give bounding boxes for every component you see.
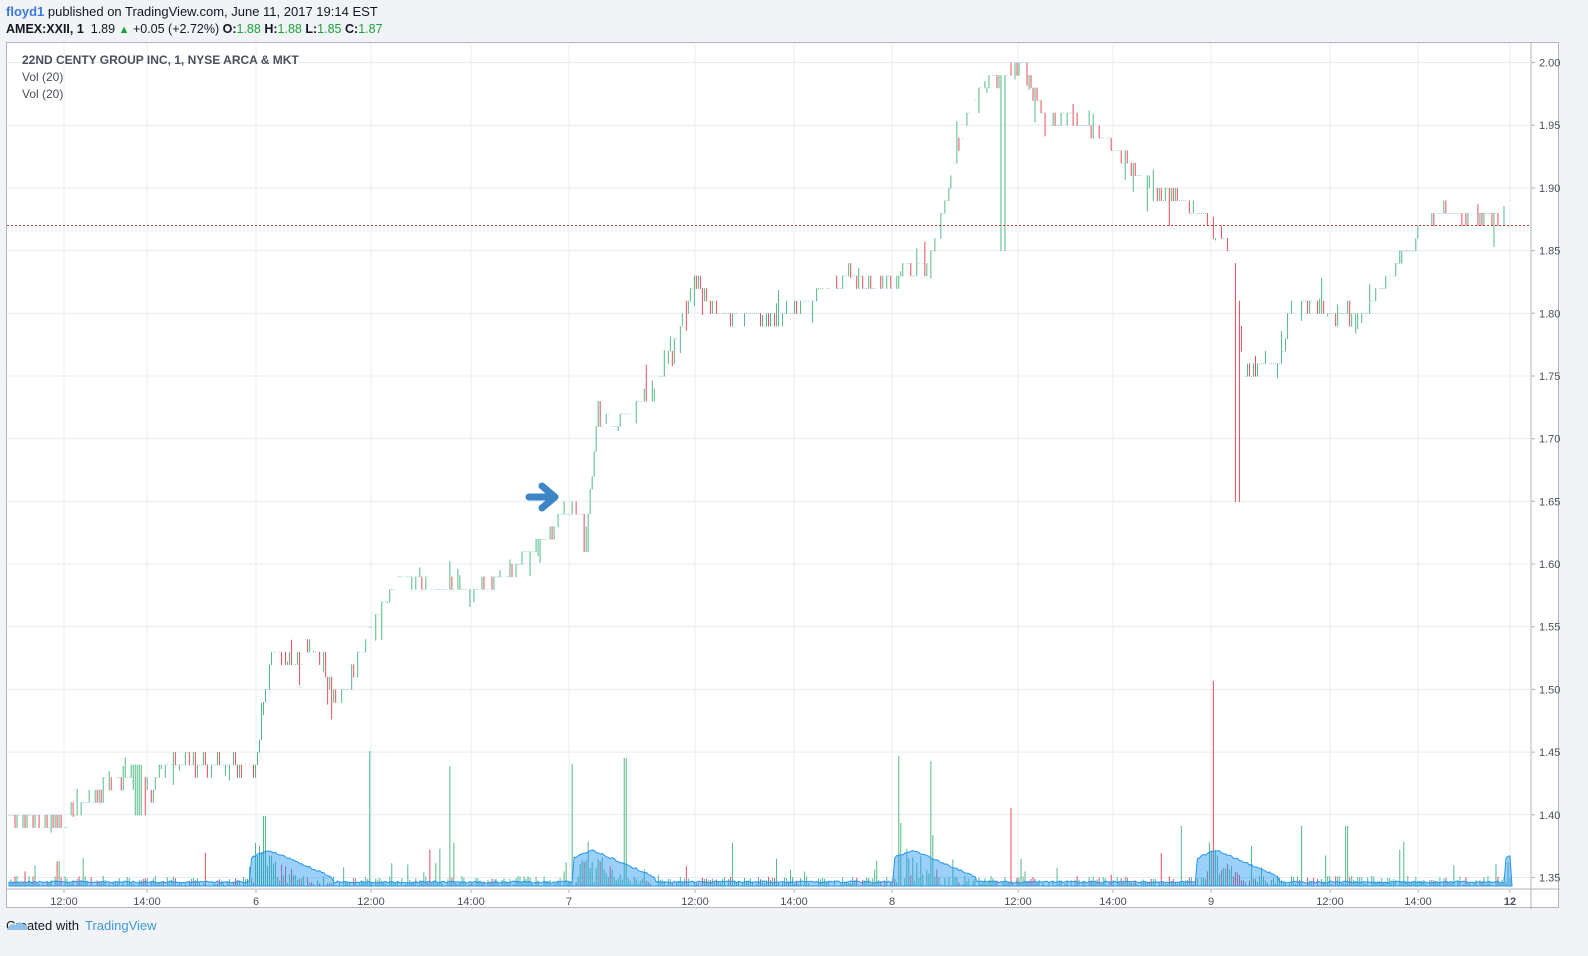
x-tick-label: 12:00	[681, 896, 709, 908]
y-tick-label: 1.50	[1539, 684, 1560, 696]
high-label: H:	[264, 22, 278, 36]
x-tick-label: 6	[253, 896, 259, 908]
y-tick-label: 1.80	[1539, 308, 1560, 320]
x-tick-label: 12	[1504, 896, 1516, 908]
x-tick-label: 14:00	[457, 896, 485, 908]
x-tick-label: 12:00	[357, 896, 385, 908]
ohlc-bar: AMEX:XXII, 1 1.89 ▲ +0.05 (+2.72%) O:1.8…	[6, 22, 383, 36]
volume-legend-1: Vol (20)	[22, 70, 64, 84]
x-tick-label: 7	[566, 896, 572, 908]
volume-ma-area	[8, 849, 1513, 887]
y-tick-label: 1.95	[1539, 120, 1560, 132]
y-tick-label: 1.60	[1539, 559, 1560, 571]
y-tick-label: 1.85	[1539, 246, 1560, 258]
chart-legend-title: 22ND CENTY GROUP INC, 1, NYSE ARCA & MKT	[22, 53, 299, 67]
close-label: C:	[345, 22, 359, 36]
y-tick-label: 1.40	[1539, 810, 1560, 822]
open-value: 1.88	[236, 22, 261, 36]
arrow-annotation-icon[interactable]	[525, 482, 559, 512]
low-value: 1.85	[317, 22, 342, 36]
y-tick-label: 1.90	[1539, 183, 1560, 195]
candlestick-series	[8, 62, 1511, 833]
high-value: 1.88	[277, 22, 302, 36]
arrow-head	[538, 482, 559, 512]
y-tick-label: 1.55	[1539, 622, 1560, 634]
y-tick-label: 1.45	[1539, 747, 1560, 759]
grid	[7, 43, 1531, 889]
x-tick-label: 8	[889, 896, 895, 908]
tradingview-logo-icon	[7, 922, 27, 930]
y-tick-label: 2.00	[1539, 58, 1560, 70]
open-label: O:	[222, 22, 237, 36]
publish-info: floyd1 published on TradingView.com, Jun…	[6, 4, 378, 19]
y-tick-label: 1.35	[1539, 872, 1560, 884]
y-tick-label: 1.65	[1539, 496, 1560, 508]
footer: Created with TradingView	[6, 918, 157, 933]
y-tick-label: 1.70	[1539, 434, 1560, 446]
price-chart[interactable]: 2.00 1.95 1.90 1.85 1.80 1.75 1.70 1.65 1.60 1.55…	[7, 43, 1560, 909]
x-tick-label: 12:00	[50, 896, 78, 908]
x-tick-label: 14:00	[1099, 896, 1127, 908]
chart-panel[interactable]: 2.00 1.95 1.90 1.85 1.80 1.75 1.70 1.65 1.60 1.55…	[6, 42, 1560, 909]
x-tick-label: 12:00	[1004, 896, 1032, 908]
y-tick-label: 1.75	[1539, 371, 1560, 383]
author-link[interactable]: floyd1	[6, 4, 45, 19]
up-arrow-icon: ▲	[118, 24, 130, 36]
x-tick-label: 12:00	[1316, 896, 1344, 908]
close-value: 1.87	[358, 22, 383, 36]
x-tick-label: 9	[1208, 896, 1214, 908]
published-text: published on TradingView.com, June 11, 2…	[47, 4, 378, 19]
price-change: +0.05 (+2.72%)	[132, 22, 220, 36]
x-tick-label: 14:00	[780, 896, 808, 908]
symbol-label: AMEX:XXII, 1	[6, 22, 84, 36]
low-label: L:	[305, 22, 318, 36]
volume-series	[8, 681, 1513, 887]
x-tick-label: 14:00	[133, 896, 161, 908]
last-price: 1.89	[90, 22, 116, 36]
tradingview-brand-link[interactable]: TradingView	[84, 918, 157, 933]
volume-legend-2: Vol (20)	[22, 87, 64, 101]
x-tick-label: 14:00	[1404, 896, 1432, 908]
